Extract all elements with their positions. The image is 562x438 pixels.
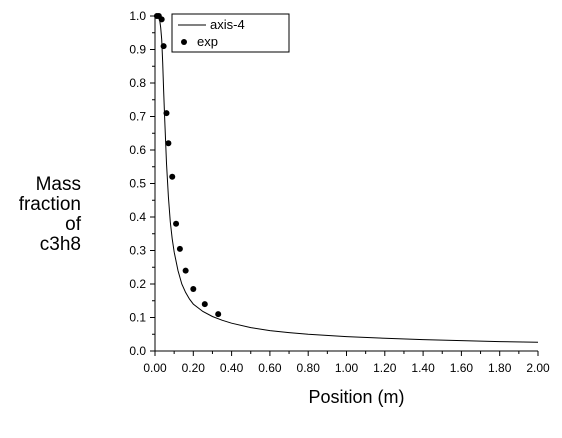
x-tick-label: 1.40: [411, 361, 435, 375]
y-tick-label: 0.1: [129, 311, 146, 325]
x-tick-label: 0.80: [297, 361, 321, 375]
x-tick-label: 0.60: [258, 361, 282, 375]
series-layer: [153, 13, 539, 343]
data-point-exp: [182, 267, 189, 274]
x-tick-label: 0.40: [220, 361, 244, 375]
x-axis-label: Position (m): [308, 387, 404, 407]
data-point-exp: [165, 140, 172, 147]
legend-label: exp: [197, 34, 218, 49]
x-tick-label: 2.00: [526, 361, 550, 375]
y-axis-label-line: c3h8: [40, 234, 81, 255]
axes: [154, 16, 538, 352]
series-line-axis-4: [155, 15, 539, 343]
y-ticks: 0.0 0.1 0.2 0.3 0.4 0.5 0.6 0.7 0.8 0.9 1.0: [129, 9, 155, 358]
y-tick-label: 0.0: [129, 344, 146, 358]
y-axis-label-line: fraction: [19, 194, 81, 215]
data-point-exp: [163, 110, 170, 117]
legend-marker-swatch: [181, 39, 187, 45]
data-point-exp: [158, 16, 165, 23]
y-tick-label: 0.4: [129, 210, 146, 224]
y-tick-label: 1.0: [129, 9, 146, 23]
data-point-exp: [160, 43, 167, 50]
legend-label: axis-4: [210, 17, 245, 32]
data-point-exp: [176, 245, 183, 252]
data-point-exp: [173, 220, 180, 227]
x-tick-label: 1.60: [450, 361, 474, 375]
legend-box: [171, 13, 290, 53]
y-tick-label: 0.2: [129, 277, 146, 291]
y-tick-label: 0.6: [129, 143, 146, 157]
x-ticks: 0.00 0.20 0.40 0.60 0.80 1.00 1.20 1.40 1.60 1.80…: [143, 351, 550, 375]
y-axis-label-line: of: [65, 214, 82, 235]
y-tick-label: 0.7: [129, 110, 146, 124]
x-tick-label: 1.00: [335, 361, 359, 375]
y-tick-label: 0.8: [129, 76, 146, 90]
x-tick-label: 1.80: [488, 361, 512, 375]
y-tick-label: 0.9: [129, 43, 146, 57]
x-tick-label: 0.00: [143, 361, 167, 375]
data-point-exp: [215, 311, 222, 318]
y-axis-label-line: Mass: [36, 174, 81, 195]
x-tick-label: 1.20: [373, 361, 397, 375]
y-tick-label: 0.5: [129, 177, 146, 191]
data-point-exp: [169, 173, 176, 180]
x-tick-label: 0.20: [182, 361, 206, 375]
data-point-exp: [190, 286, 197, 293]
y-tick-label: 0.3: [129, 244, 146, 258]
data-point-exp: [201, 301, 208, 308]
legend: axis-4 exp: [171, 13, 290, 53]
